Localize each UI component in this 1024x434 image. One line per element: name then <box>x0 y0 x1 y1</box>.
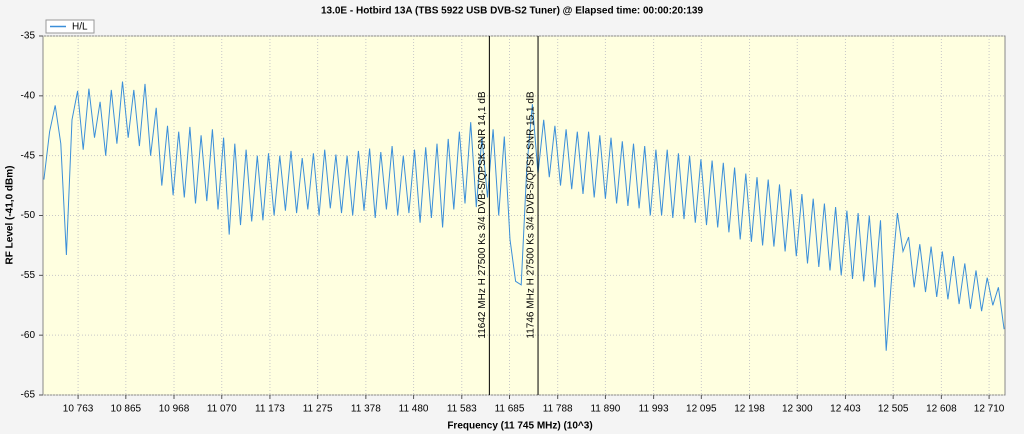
x-tick-label: 10 865 <box>111 404 142 415</box>
y-tick-label: -45 <box>21 150 36 161</box>
x-tick-label: 12 198 <box>734 404 765 415</box>
legend-box <box>45 19 95 34</box>
x-tick-label: 12 608 <box>926 404 957 415</box>
legend-label: H/L <box>72 22 88 33</box>
marker-label: 11746 MHz H 27500 Ks 3/4 DVB-S/QPSK SNR … <box>526 91 537 338</box>
x-tick-label: 11 890 <box>590 404 620 415</box>
x-tick-label: 12 300 <box>782 404 813 415</box>
x-axis-title: Frequency (11 745 MHz) (10^3) <box>447 421 592 432</box>
x-tick-label: 11 583 <box>447 404 477 415</box>
x-tick-label: 11 993 <box>639 404 669 415</box>
x-tick-label: 12 403 <box>830 404 861 415</box>
x-tick-label: 12 505 <box>878 404 909 415</box>
x-tick-label: 10 968 <box>159 404 190 415</box>
chart-title: 13.0E - Hotbird 13A (TBS 5922 USB DVB-S2… <box>321 6 704 17</box>
y-tick-label: -50 <box>21 210 36 221</box>
y-tick-label: -55 <box>21 270 36 281</box>
x-tick-label: 11 480 <box>399 404 429 415</box>
x-tick-label: 11 788 <box>543 404 573 415</box>
x-tick-label: 11 275 <box>303 404 333 415</box>
marker-label: 11642 MHz H 27500 Ks 3/4 DVB-S/QPSK SNR … <box>477 91 488 338</box>
y-axis-title: RF Level (-41,0 dBm) <box>5 166 16 265</box>
x-tick-label: 12 710 <box>974 404 1005 415</box>
y-tick-label: -60 <box>21 330 36 341</box>
x-tick-label: 10 763 <box>63 404 94 415</box>
x-tick-label: 11 378 <box>351 404 381 415</box>
series-line <box>43 81 1005 351</box>
y-tick-label: -35 <box>21 31 36 42</box>
y-tick-label: -40 <box>21 90 36 101</box>
x-tick-label: 11 173 <box>255 404 285 415</box>
y-tick-label: -65 <box>21 390 36 401</box>
x-tick-label: 12 095 <box>686 404 717 415</box>
x-tick-label: 11 070 <box>207 404 237 415</box>
x-tick-label: 11 685 <box>495 404 525 415</box>
